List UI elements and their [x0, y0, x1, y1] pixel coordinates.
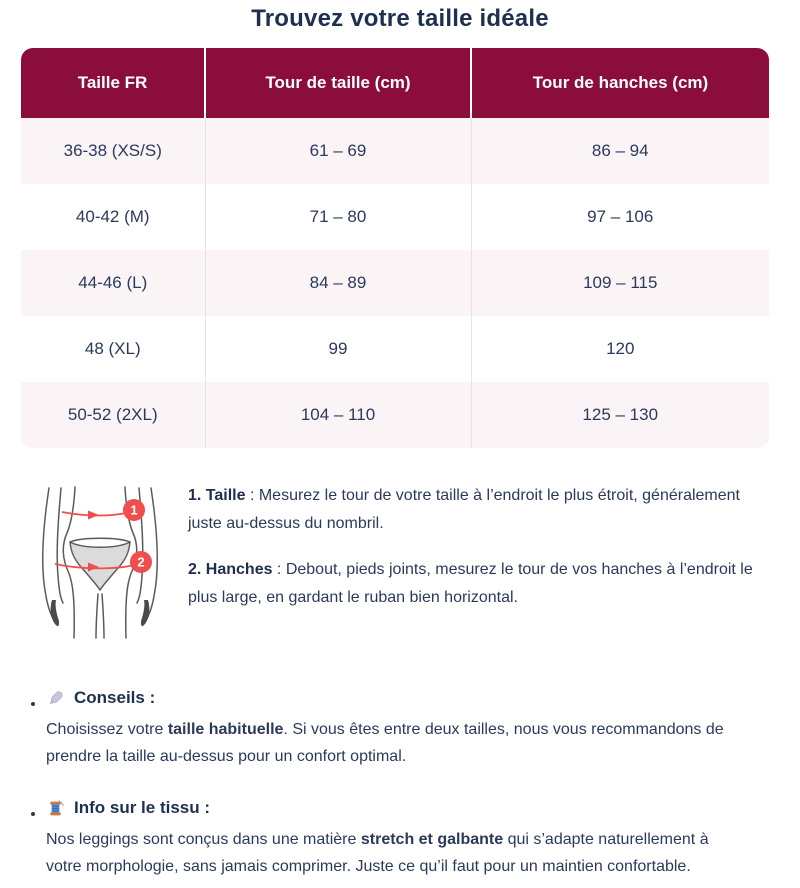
table-row: 36-38 (XS/S) 61 – 69 86 – 94: [21, 118, 769, 184]
table-cell: 125 – 130: [471, 382, 769, 448]
tip-conseils-heading: Conseils :: [46, 686, 800, 710]
torso-illustration-icon: 1 2: [41, 486, 159, 639]
tip-tissu-body: Nos leggings sont conçus dans une matièr…: [46, 826, 746, 880]
tip-tissu-text-end: qui s’adapte naturellement à votre morph…: [46, 831, 709, 875]
tip-conseils: Conseils : Choisissez votre taille habit…: [46, 686, 800, 770]
table-cell: 61 – 69: [205, 118, 472, 184]
hip-arrow: 2: [54, 551, 152, 573]
table-row: 48 (XL) 99 120: [21, 316, 769, 382]
badge-2-number: 2: [137, 555, 144, 570]
table-row: 50-52 (2XL) 104 – 110 125 – 130: [21, 382, 769, 448]
step-taille: 1. Taille : Mesurez le tour de votre tai…: [188, 482, 766, 538]
tip-conseils-body: Choisissez votre taille habituelle. Si v…: [46, 716, 746, 770]
body-measurement-figure: 1 2: [30, 482, 170, 640]
pencil-icon: [49, 690, 63, 704]
thread-icon: [50, 799, 64, 815]
table-cell: 40-42 (M): [21, 184, 206, 250]
right-hand-shape: [140, 600, 150, 627]
badge-2: [130, 551, 152, 573]
panty-shape: [69, 540, 131, 592]
step-hanches-label: 2. Hanches: [188, 561, 273, 578]
table-header-row: Taille FR Tour de taille (cm) Tour de ha…: [21, 48, 769, 118]
step-hanches-text: : Debout, pieds joints, mesurez le tour …: [188, 561, 753, 606]
table-cell: 48 (XL): [21, 316, 206, 382]
tip-conseils-label: Conseils :: [74, 688, 156, 707]
table-cell: 120: [471, 316, 769, 382]
table-cell: 104 – 110: [205, 382, 472, 448]
table-cell: 84 – 89: [205, 250, 472, 316]
tip-tissu-text: Nos leggings sont conçus dans une matièr…: [46, 831, 361, 848]
tip-tissu-heading: Info sur le tissu :: [46, 796, 800, 820]
table-row: 40-42 (M) 71 – 80 97 – 106: [21, 184, 769, 250]
tip-conseils-bold: taille habituelle: [167, 721, 284, 738]
step-taille-text: : Mesurez le tour de votre taille à l’en…: [188, 487, 740, 532]
table-cell: 97 – 106: [471, 184, 769, 250]
waistband-line: [69, 537, 131, 543]
tip-conseils-text-end: . Si vous êtes entre deux tailles, nous …: [46, 721, 724, 765]
step-taille-label: 1. Taille: [188, 487, 246, 504]
left-hand-shape: [50, 600, 60, 627]
table-cell: 44-46 (L): [21, 250, 206, 316]
header-cell-taille-fr: Taille FR: [21, 48, 206, 118]
table-cell: 50-52 (2XL): [21, 382, 206, 448]
measure-guide: 1 2 1. Taille : Mesurez le tour de votre…: [30, 482, 800, 640]
page-title: Trouvez votre taille idéale: [251, 5, 549, 32]
tip-tissu-label: Info sur le tissu :: [74, 798, 211, 817]
table-cell: 109 – 115: [471, 250, 769, 316]
tip-conseils-text: Choisissez votre: [46, 721, 168, 738]
badge-1: [123, 499, 145, 521]
table-cell: 99: [205, 316, 472, 382]
tips-list: Conseils : Choisissez votre taille habit…: [0, 686, 800, 880]
step-hanches: 2. Hanches : Debout, pieds joints, mesur…: [188, 556, 766, 612]
table-cell: 86 – 94: [471, 118, 769, 184]
header-cell-tour-hanches: Tour de hanches (cm): [471, 48, 769, 118]
size-chart-table: Taille FR Tour de taille (cm) Tour de ha…: [21, 48, 769, 448]
measure-steps: 1. Taille : Mesurez le tour de votre tai…: [188, 482, 766, 640]
tip-tissu: Info sur le tissu : Nos leggings sont co…: [46, 796, 800, 880]
badge-1-number: 1: [130, 503, 137, 518]
header-cell-tour-taille: Tour de taille (cm): [205, 48, 472, 118]
tip-tissu-bold: stretch et galbante: [360, 831, 504, 848]
table-row: 44-46 (L) 84 – 89 109 – 115: [21, 250, 769, 316]
table-cell: 36-38 (XS/S): [21, 118, 206, 184]
table-cell: 71 – 80: [205, 184, 472, 250]
waist-arrow: 1: [61, 499, 145, 521]
